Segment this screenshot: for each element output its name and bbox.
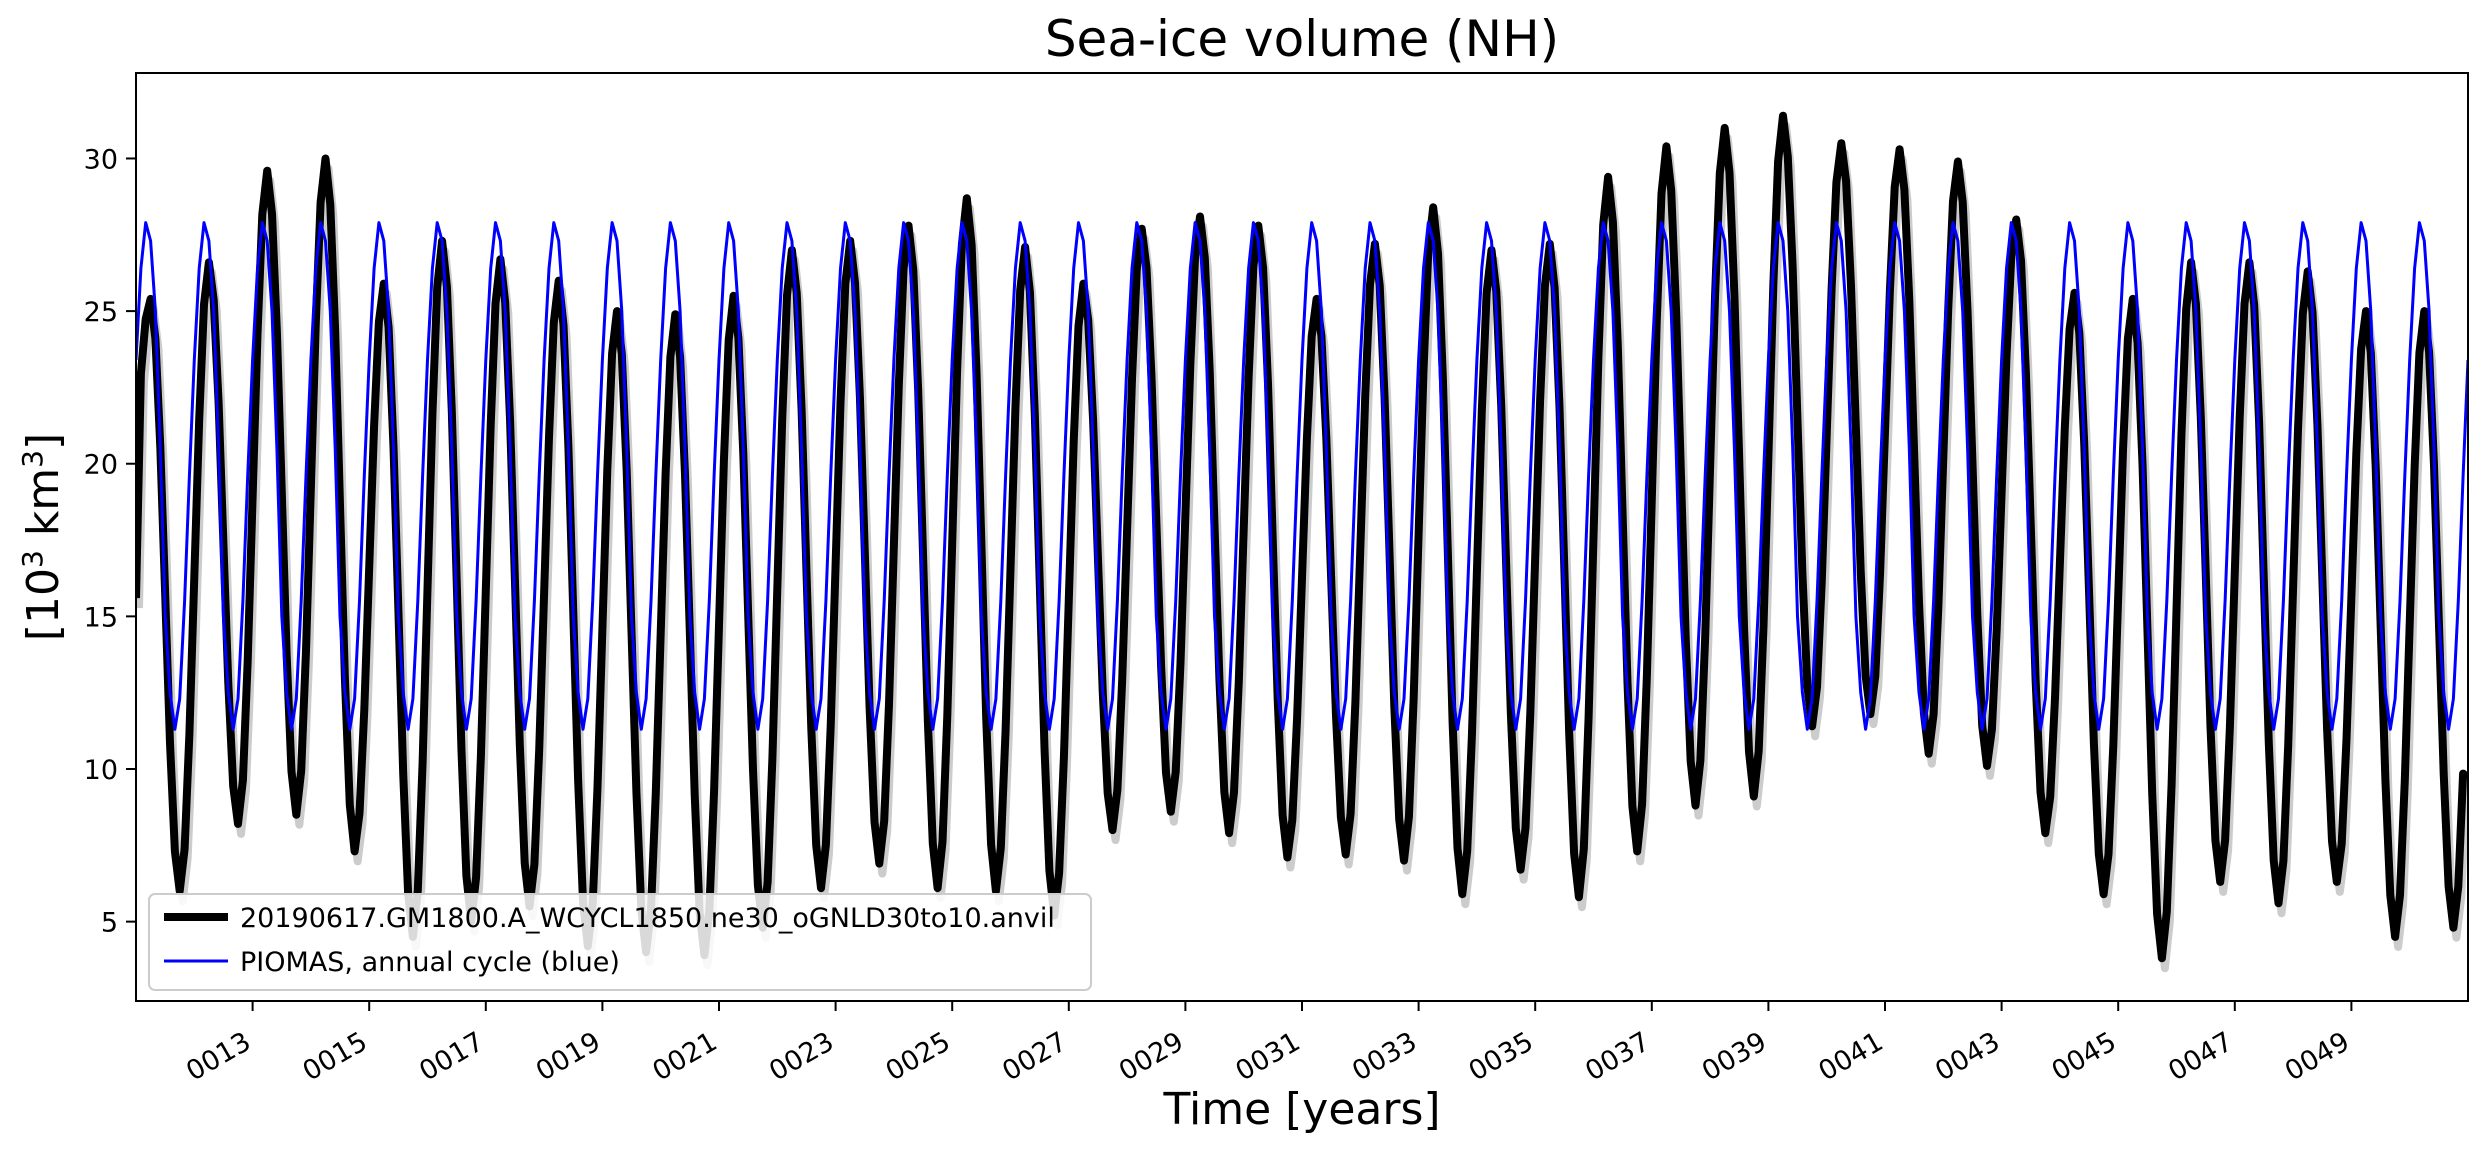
x-tick-label: 0013 [181,1026,256,1087]
chart-title: Sea-ice volume (NH) [1045,10,1559,68]
x-tick-label: 0037 [1580,1026,1655,1087]
x-tick-label: 0015 [298,1026,373,1087]
x-tick-label: 0023 [764,1026,839,1087]
y-axis: 5 10 15 20 25 30 [84,144,136,939]
x-tick-label: 0033 [1347,1026,1422,1087]
series-layer [136,111,2468,973]
x-tick-label: 0045 [2047,1026,2122,1087]
x-tick-label: 0019 [531,1026,606,1087]
x-tick-label: 0027 [997,1026,1072,1087]
x-tick-label: 0035 [1464,1026,1539,1087]
y-tick-label: 5 [101,908,118,939]
x-tick-label: 0049 [2280,1026,2355,1087]
x-axis: 0013 0015 0017 0019 0021 0023 0025 0027 0029 0031… [181,1001,2355,1087]
x-tick-label: 0031 [1230,1026,1305,1087]
x-tick-label: 0047 [2163,1026,2238,1087]
x-tick-label: 0017 [414,1026,489,1087]
plot-area [135,72,2469,1002]
series-piomas-line [136,221,2468,731]
x-tick-label: 0025 [881,1026,956,1087]
x-tick-label: 0021 [647,1026,722,1087]
x-tick-label: 0041 [1813,1026,1888,1087]
y-tick-label: 30 [84,144,118,175]
x-tick-label: 0043 [1930,1026,2005,1087]
x-axis-label: Time [years] [1162,1084,1440,1135]
y-tick-label: 20 [84,450,118,481]
legend-box [148,893,1092,991]
legend-label-model: 20190617.GM1800.A_WCYCL1850.ne30_oGNLD30… [240,903,1055,934]
y-tick-label: 15 [84,602,118,633]
legend-label-piomas: PIOMAS, annual cycle (blue) [240,947,620,978]
y-tick-label: 10 [84,755,118,786]
x-tick-label: 0039 [1697,1026,1772,1087]
x-tick-label: 0029 [1114,1026,1189,1087]
legend: 20190617.GM1800.A_WCYCL1850.ne30_oGNLD30… [148,893,1092,991]
y-axis-label: [103 km3] [16,433,69,641]
y-tick-label: 25 [84,297,118,328]
